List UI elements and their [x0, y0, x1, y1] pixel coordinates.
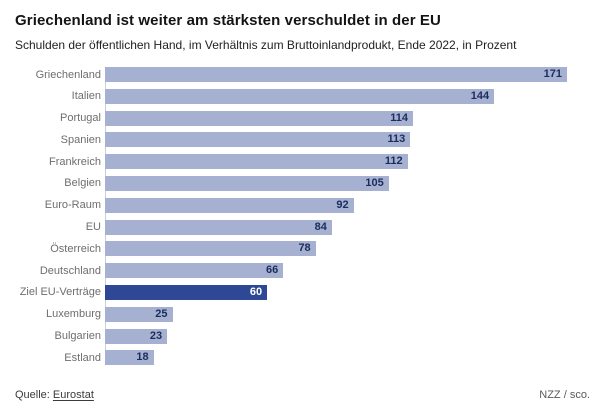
chart-subtitle: Schulden der öffentlichen Hand, im Verhä…	[15, 38, 517, 52]
category-label: Luxemburg	[45, 308, 101, 321]
chart-row: Deutschland 66	[15, 263, 590, 279]
bar-track: 114	[105, 110, 590, 126]
category-label: Spanien	[60, 133, 101, 146]
bar: 113	[105, 132, 411, 148]
bar: 92	[105, 197, 354, 213]
category-label: EU	[85, 221, 101, 234]
chart-row: Estland 18	[15, 350, 590, 366]
value-label: 113	[387, 133, 406, 146]
bar-track: 60	[105, 284, 590, 300]
value-label: 92	[336, 198, 349, 211]
bar-track: 113	[105, 132, 590, 148]
value-label: 84	[314, 220, 327, 233]
value-label: 112	[384, 155, 403, 168]
value-label: 66	[266, 264, 279, 277]
bar-track: 92	[105, 197, 590, 213]
value-label: 144	[470, 89, 490, 102]
bar-track: 66	[105, 263, 590, 279]
category-label: Belgien	[64, 177, 101, 190]
bar: 23	[105, 328, 168, 344]
source-label: Quelle:	[15, 389, 50, 401]
chart-row: Belgien 105	[15, 175, 590, 191]
chart-row: Österreich 78	[15, 241, 590, 257]
bar-track: 18	[105, 350, 590, 366]
bar: 66	[105, 263, 284, 279]
value-label: 171	[543, 68, 562, 80]
bar: 105	[105, 175, 389, 191]
chart-row: Ziel EU-Verträge 60	[15, 284, 590, 300]
value-label: 25	[155, 307, 168, 320]
category-label: Griechenland	[35, 68, 101, 81]
bar-track: 78	[105, 241, 590, 257]
source-note: Quelle: Eurostat	[15, 389, 94, 401]
credit-note: NZZ / sco.	[539, 389, 590, 401]
category-label: Frankreich	[49, 155, 101, 168]
category-label: Estland	[64, 351, 101, 364]
bar: 112	[105, 154, 408, 170]
value-label: 114	[390, 111, 408, 124]
bar-track: 105	[105, 175, 590, 191]
value-label: 23	[149, 329, 163, 342]
bar-track: 171	[105, 67, 590, 82]
bar-highlight: 60	[105, 284, 268, 300]
value-label: 78	[298, 242, 311, 255]
bar: 144	[105, 88, 495, 104]
bar-track: 23	[105, 328, 590, 344]
chart-row: EU 84	[15, 219, 590, 235]
category-label: Euro-Raum	[44, 199, 101, 212]
bar-track: 25	[105, 306, 590, 322]
chart-title: Griechenland ist weiter am stärksten ver…	[15, 12, 441, 29]
category-label: Ziel EU-Verträge	[19, 286, 101, 299]
chart-row: Frankreich 112	[15, 154, 590, 170]
bar: 78	[105, 241, 316, 257]
chart-row: Spanien 113	[15, 132, 590, 148]
category-label: Deutschland	[39, 264, 101, 277]
chart-footer: Quelle: Eurostat NZZ / sco.	[15, 389, 590, 401]
y-axis-line	[105, 67, 106, 366]
category-label: Bulgarien	[54, 330, 101, 343]
value-label: 18	[136, 351, 149, 364]
bar: 84	[105, 219, 332, 235]
chart-row: Italien 144	[15, 88, 590, 104]
source-link[interactable]: Eurostat	[52, 389, 94, 401]
chart-row: Bulgarien 23	[15, 328, 590, 344]
chart-row: Euro-Raum 92	[15, 197, 590, 213]
chart-row: Luxemburg 25	[15, 306, 590, 322]
bar: 114	[105, 110, 413, 126]
category-label: Portugal	[60, 112, 101, 125]
value-label: 60	[249, 285, 263, 298]
value-label: 105	[365, 176, 384, 189]
bar-track: 112	[105, 154, 590, 170]
bar: 25	[105, 306, 173, 322]
bar: 18	[105, 350, 154, 366]
chart-row: Griechenland 171	[15, 67, 590, 82]
bar-chart: Griechenland 171 Italien 144 Portugal 114 Span…	[15, 67, 590, 366]
category-label: Italien	[71, 90, 101, 103]
bar-track: 144	[105, 88, 590, 104]
category-label: Österreich	[50, 242, 101, 255]
bar: 171	[105, 67, 567, 82]
chart-row: Portugal 114	[15, 110, 590, 126]
bar-track: 84	[105, 219, 590, 235]
